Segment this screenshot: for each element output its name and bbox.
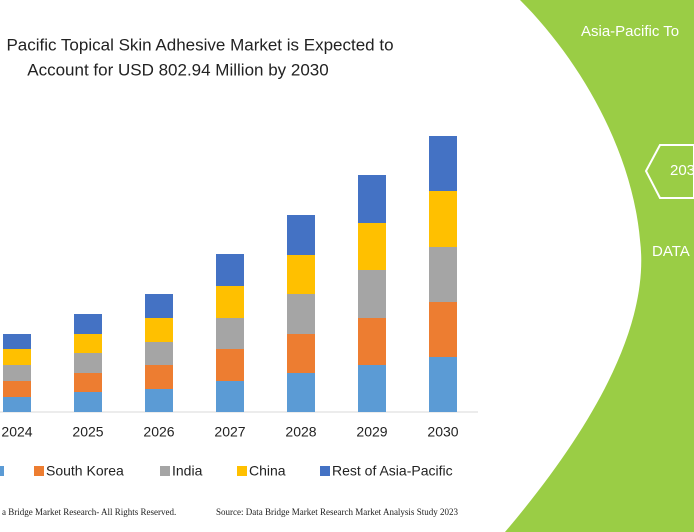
bar-segment	[358, 318, 386, 365]
bar-segment	[74, 373, 102, 392]
bar-segment	[216, 381, 244, 412]
bar-segment	[287, 294, 315, 334]
bar-segment	[216, 318, 244, 349]
x-tick-label: 2029	[356, 424, 387, 440]
chart-title: Account for USD 802.94 Million by 2030	[27, 60, 328, 79]
bar-segment	[287, 334, 315, 373]
bar-segment	[429, 302, 457, 357]
bar-segment	[3, 365, 31, 381]
legend-label: South Korea	[46, 463, 124, 479]
legend-swatch	[160, 466, 170, 476]
legend-label: India	[172, 463, 203, 479]
bar-segment	[3, 349, 31, 365]
side-panel	[505, 0, 694, 532]
bar-segment	[3, 334, 31, 349]
bar-segment	[216, 286, 244, 318]
legend-swatch	[237, 466, 247, 476]
legend-label: China	[249, 463, 286, 479]
footer-left: a Bridge Market Research- All Rights Res…	[2, 507, 176, 517]
bar-segment	[287, 373, 315, 412]
bar-segment	[287, 215, 315, 255]
bar-segment	[3, 381, 31, 397]
bar-segment	[145, 294, 173, 318]
bar-segment	[216, 349, 244, 381]
legend-label: Rest of Asia-Pacific	[332, 463, 453, 479]
footer-right: Source: Data Bridge Market Research Mark…	[216, 507, 458, 517]
bar-segment	[358, 175, 386, 223]
x-tick-label: 2028	[285, 424, 316, 440]
badge-hexagon	[644, 144, 694, 199]
legend-swatch	[320, 466, 330, 476]
panel-label: DATA	[652, 243, 690, 260]
bar-segment	[216, 254, 244, 286]
panel-heading: Asia-Pacific To	[581, 23, 679, 40]
bar-segment	[358, 270, 386, 318]
legend-swatch	[0, 466, 4, 476]
panel-badge: 203	[670, 162, 694, 179]
bar-segment	[358, 365, 386, 412]
bar-segment	[74, 353, 102, 373]
bar-segment	[287, 255, 315, 294]
bar-segment	[74, 392, 102, 412]
x-tick-label: 2027	[214, 424, 245, 440]
bar-segment	[74, 314, 102, 334]
x-tick-label: 2030	[427, 424, 458, 440]
bar-segment	[358, 223, 386, 270]
x-tick-label: 2024	[1, 424, 32, 440]
chart-title: Pacific Topical Skin Adhesive Market is …	[6, 35, 393, 54]
legend-swatch	[34, 466, 44, 476]
bar-segment	[3, 397, 31, 412]
bar-segment	[145, 318, 173, 342]
x-tick-label: 2025	[72, 424, 103, 440]
bar-segment	[429, 357, 457, 412]
bar-segment	[145, 389, 173, 412]
bar-segment	[429, 247, 457, 302]
x-tick-label: 2026	[143, 424, 174, 440]
bar-segment	[429, 191, 457, 247]
bar-segment	[429, 136, 457, 191]
bar-segment	[145, 365, 173, 389]
bar-segment	[145, 342, 173, 365]
bar-segment	[74, 334, 102, 353]
